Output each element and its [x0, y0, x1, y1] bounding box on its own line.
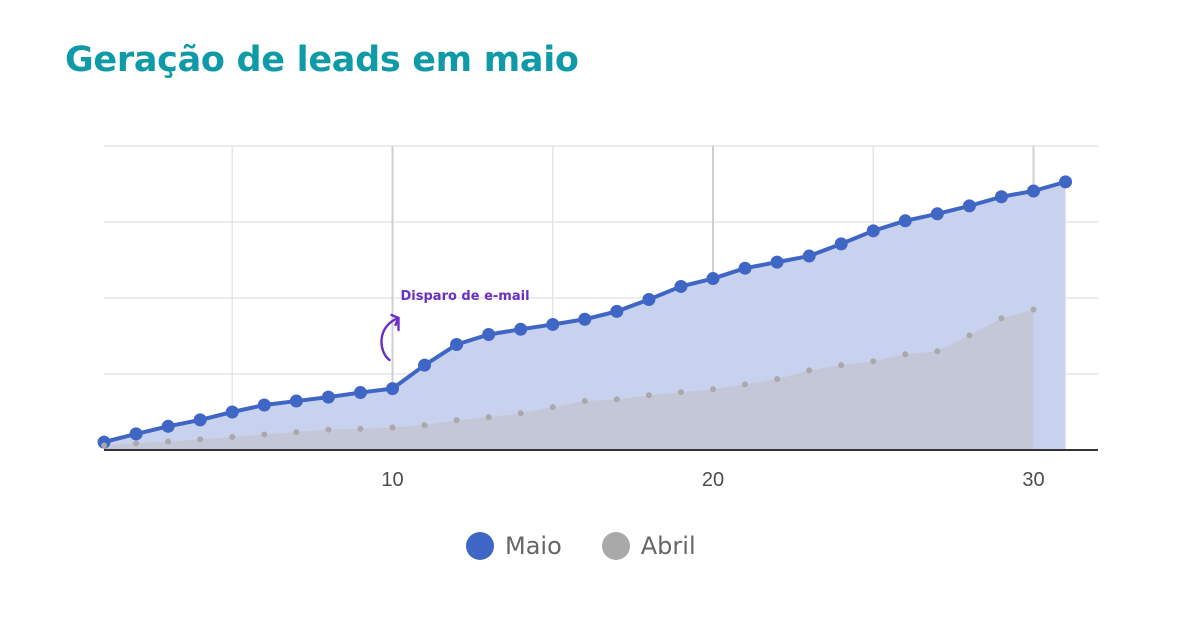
- legend-label-abril: Abril: [640, 532, 696, 560]
- data-point-maio-3[interactable]: [161, 419, 175, 433]
- legend-item-abril[interactable]: Abril: [601, 532, 696, 560]
- data-point-abril-13[interactable]: [485, 414, 492, 421]
- data-point-maio-10[interactable]: [386, 382, 399, 396]
- data-point-maio-23[interactable]: [802, 249, 816, 263]
- data-point-abril-28[interactable]: [966, 332, 973, 339]
- data-point-maio-26[interactable]: [898, 214, 912, 228]
- data-point-maio-22[interactable]: [770, 255, 784, 269]
- annotation: Disparo de e-mail: [380, 289, 530, 362]
- data-point-abril-14[interactable]: [517, 410, 524, 417]
- data-point-abril-8[interactable]: [325, 426, 332, 433]
- data-point-maio-5[interactable]: [225, 405, 239, 419]
- data-point-abril-6[interactable]: [261, 431, 268, 438]
- data-point-abril-15[interactable]: [549, 404, 556, 411]
- chart-title: Geração de leads em maio: [65, 40, 579, 80]
- data-point-maio-12[interactable]: [450, 338, 464, 352]
- data-point-maio-4[interactable]: [193, 413, 207, 427]
- series-markers: [97, 175, 1073, 449]
- data-point-abril-19[interactable]: [677, 389, 684, 396]
- legend-marker-abril: [601, 532, 630, 560]
- data-point-maio-31[interactable]: [1059, 175, 1073, 189]
- data-point-maio-6[interactable]: [257, 398, 271, 412]
- data-point-abril-25[interactable]: [870, 358, 877, 365]
- data-point-maio-19[interactable]: [674, 279, 688, 293]
- data-point-abril-3[interactable]: [165, 438, 172, 445]
- data-point-abril-5[interactable]: [229, 433, 236, 440]
- legend-marker-maio: [466, 532, 494, 560]
- data-point-abril-9[interactable]: [357, 425, 364, 432]
- data-point-abril-2[interactable]: [133, 440, 140, 447]
- x-tick-label-20: 20: [702, 469, 724, 491]
- x-tick-label-10: 10: [381, 469, 403, 491]
- data-point-abril-20[interactable]: [710, 386, 716, 393]
- data-point-abril-21[interactable]: [742, 381, 749, 388]
- data-point-maio-11[interactable]: [418, 358, 432, 372]
- data-point-maio-1[interactable]: [97, 435, 111, 449]
- data-point-abril-16[interactable]: [581, 398, 588, 405]
- data-point-maio-9[interactable]: [353, 386, 367, 400]
- data-point-maio-8[interactable]: [321, 390, 335, 404]
- x-axis: 10 20 30: [104, 449, 1098, 491]
- data-point-abril-10[interactable]: [389, 424, 396, 431]
- data-point-abril-11[interactable]: [421, 422, 428, 429]
- data-point-maio-20[interactable]: [706, 272, 720, 286]
- data-point-abril-23[interactable]: [806, 367, 813, 374]
- data-point-maio-13[interactable]: [482, 327, 496, 341]
- legend: Maio Abril: [466, 532, 736, 560]
- data-point-maio-2[interactable]: [129, 427, 143, 441]
- data-point-abril-30[interactable]: [1030, 306, 1037, 313]
- data-point-maio-18[interactable]: [642, 293, 656, 307]
- data-point-maio-30[interactable]: [1027, 184, 1040, 198]
- data-point-abril-17[interactable]: [613, 396, 620, 403]
- data-point-abril-24[interactable]: [838, 362, 845, 369]
- data-point-abril-22[interactable]: [774, 376, 781, 383]
- data-point-abril-4[interactable]: [197, 436, 204, 443]
- series-areas: [104, 181, 1066, 450]
- data-point-maio-7[interactable]: [289, 394, 303, 408]
- data-point-abril-27[interactable]: [934, 348, 941, 355]
- data-point-abril-1[interactable]: [101, 442, 108, 449]
- data-point-abril-26[interactable]: [902, 351, 909, 358]
- data-point-maio-28[interactable]: [962, 199, 976, 213]
- legend-label-maio: Maio: [505, 532, 562, 560]
- data-point-maio-14[interactable]: [514, 322, 528, 336]
- data-point-maio-29[interactable]: [994, 190, 1008, 204]
- curved-arrow-up-right-icon: [380, 313, 400, 362]
- data-point-maio-16[interactable]: [578, 312, 592, 326]
- data-point-maio-15[interactable]: [546, 317, 560, 331]
- data-point-abril-12[interactable]: [453, 417, 460, 424]
- data-point-abril-29[interactable]: [998, 315, 1005, 322]
- data-point-maio-17[interactable]: [610, 304, 624, 318]
- data-point-abril-18[interactable]: [645, 392, 652, 399]
- data-point-maio-21[interactable]: [738, 261, 752, 275]
- annotation-email-send-label: Disparo de e-mail: [401, 289, 530, 304]
- data-point-maio-25[interactable]: [866, 224, 880, 238]
- data-point-maio-27[interactable]: [930, 207, 944, 221]
- legend-item-maio[interactable]: Maio: [466, 532, 562, 560]
- area-abril: [104, 309, 1034, 450]
- x-tick-label-30: 30: [1022, 469, 1044, 491]
- data-point-abril-7[interactable]: [293, 429, 300, 436]
- data-point-maio-24[interactable]: [834, 237, 848, 251]
